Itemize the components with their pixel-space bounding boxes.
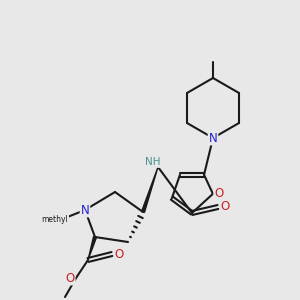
Polygon shape <box>142 167 158 212</box>
Text: O: O <box>114 248 124 260</box>
Text: O: O <box>214 187 224 200</box>
Text: NH: NH <box>145 157 161 167</box>
Text: O: O <box>65 272 75 284</box>
Text: N: N <box>81 203 89 217</box>
Text: O: O <box>220 200 230 214</box>
Polygon shape <box>88 237 96 260</box>
Text: N: N <box>208 131 217 145</box>
Text: methyl: methyl <box>42 214 68 224</box>
